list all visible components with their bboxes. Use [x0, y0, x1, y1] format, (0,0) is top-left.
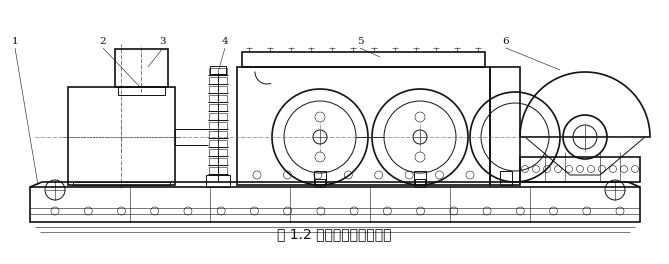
Bar — [209, 77, 227, 84]
Bar — [314, 171, 326, 185]
Bar — [237, 67, 490, 185]
Bar — [209, 104, 227, 111]
Text: 6: 6 — [502, 37, 509, 46]
Bar — [209, 167, 227, 174]
Bar — [209, 68, 227, 75]
Bar — [210, 66, 226, 74]
Bar — [115, 49, 168, 87]
Text: 图 1.2 新型卷扬机的外形图: 图 1.2 新型卷扬机的外形图 — [277, 227, 391, 241]
Bar — [490, 67, 520, 185]
Bar — [209, 95, 227, 102]
Bar — [209, 86, 227, 93]
Bar — [30, 187, 640, 222]
Bar — [209, 158, 227, 165]
Bar — [415, 179, 425, 187]
Bar — [73, 182, 170, 185]
Bar — [500, 171, 512, 185]
Bar — [206, 175, 230, 187]
Bar — [520, 157, 640, 182]
Text: 1: 1 — [11, 37, 18, 46]
Text: 4: 4 — [221, 37, 228, 46]
Bar — [209, 113, 227, 120]
Text: 3: 3 — [160, 37, 167, 46]
Bar — [209, 149, 227, 156]
Text: 2: 2 — [100, 37, 106, 46]
Bar — [242, 52, 485, 67]
Bar — [209, 140, 227, 147]
Bar — [118, 87, 165, 95]
Bar — [68, 87, 175, 185]
Bar — [209, 131, 227, 138]
Bar — [209, 122, 227, 129]
Bar — [315, 179, 325, 187]
Bar — [414, 171, 426, 185]
Text: 5: 5 — [357, 37, 363, 46]
